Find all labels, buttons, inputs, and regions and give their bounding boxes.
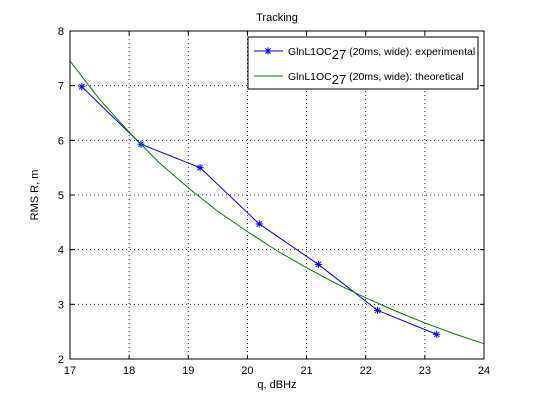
x-tick-label: 17: [64, 365, 76, 377]
x-tick-label: 20: [241, 365, 253, 377]
legend-box: [247, 36, 479, 90]
data-point-marker: [78, 83, 86, 91]
data-point-marker: [255, 220, 263, 228]
data-point-marker: [314, 260, 322, 269]
y-tick-label: 4: [58, 245, 64, 257]
x-tick-label: 23: [419, 365, 431, 377]
x-tick-label: 21: [300, 365, 312, 377]
x-tick-label: 18: [123, 365, 135, 377]
y-tick-label: 2: [58, 354, 64, 366]
legend-entry-label: GlnL1OC27 (20ms, wide): experimental: [288, 46, 475, 62]
y-tick-label: 6: [58, 135, 64, 147]
legend-name-subscript: 27: [332, 47, 346, 62]
series-theoretical-line: [69, 60, 485, 345]
legend-entry-label: GlnL1OC27 (20ms, wide): theoretical: [288, 71, 464, 87]
y-tick-label: 8: [58, 26, 64, 38]
chart-title: Tracking: [256, 12, 298, 24]
legend-name-rest: (20ms, wide): experimental: [346, 46, 475, 58]
x-axis-label: q, dBHz: [257, 379, 296, 391]
legend-name-main: GlnL1OC: [288, 46, 332, 58]
legend-name-rest: (20ms, wide): theoretical: [346, 71, 463, 83]
x-tick-label: 24: [478, 365, 490, 377]
x-tick-label: 22: [360, 365, 372, 377]
data-point-marker: [373, 306, 382, 314]
legend: GlnL1OC27 (20ms, wide): experimentalGlnL…: [247, 36, 479, 90]
legend-name-subscript: 27: [332, 72, 346, 87]
data-point-marker: [196, 164, 204, 172]
y-tick-label: 3: [58, 299, 64, 311]
data-point-marker: [433, 330, 441, 338]
series-layer: [69, 60, 485, 345]
y-tick-label: 7: [58, 81, 64, 93]
legend-marker-sample: [264, 47, 272, 55]
y-axis-label: RMS R, m: [29, 170, 41, 221]
legend-name-main: GlnL1OC: [288, 71, 332, 83]
x-tick-label: 19: [182, 365, 194, 377]
y-tick-label: 5: [58, 190, 64, 202]
grid-lines: [70, 31, 484, 359]
